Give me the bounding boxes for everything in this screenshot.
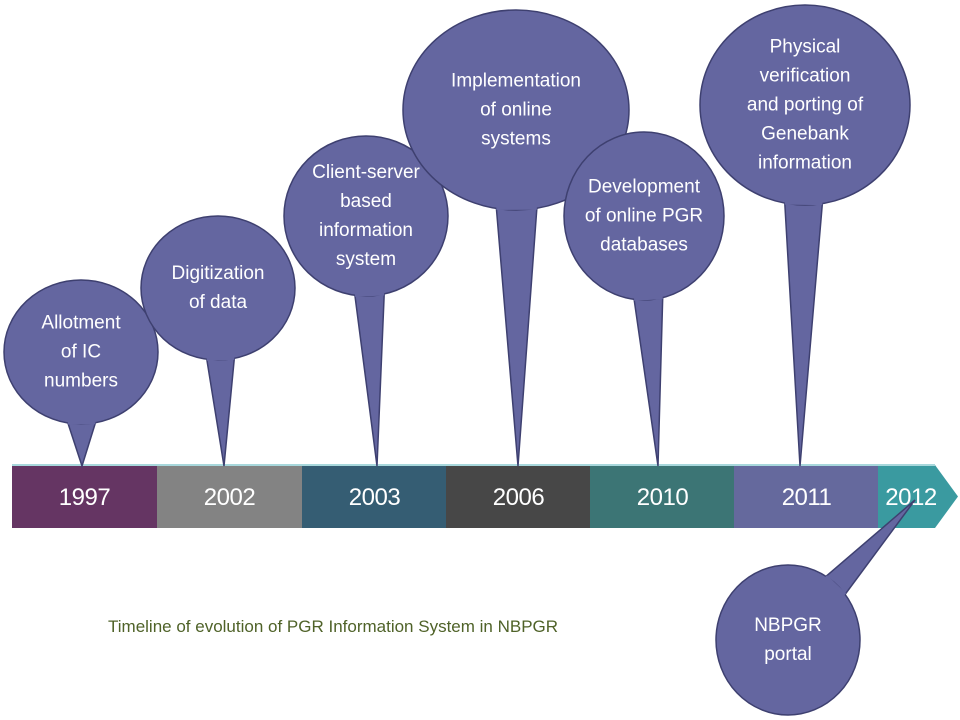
- caption: Timeline of evolution of PGR Information…: [108, 617, 559, 636]
- event-label-line: and porting of: [746, 94, 864, 116]
- event-label-line: NBPGR: [754, 615, 822, 636]
- timeline-segment: [446, 465, 591, 528]
- year-label: 2002: [203, 484, 256, 511]
- year-label: 2012: [885, 484, 937, 511]
- timeline-arrow-segment: [878, 465, 958, 528]
- event-label-line: Client-server: [312, 162, 420, 183]
- callout-tail: [205, 357, 236, 467]
- event-label-line: system: [335, 249, 397, 270]
- year-label: 1997: [58, 484, 111, 511]
- event-label-line: of online: [480, 99, 552, 121]
- year-label: 2003: [348, 484, 401, 511]
- event-label-line: based: [340, 191, 392, 212]
- callout-tail: [66, 421, 97, 469]
- event-label-line: databases: [600, 234, 688, 256]
- event-label-line: Digitization: [171, 263, 265, 284]
- timeline-segment: [12, 465, 157, 528]
- callout-tail: [354, 293, 385, 467]
- callout-joint: [634, 296, 663, 301]
- callout-joint: [206, 356, 235, 361]
- callout-joint: [825, 575, 847, 596]
- event-label-line: information: [318, 220, 413, 241]
- timeline-segment: [157, 465, 302, 528]
- year-label: 2006: [492, 484, 545, 511]
- event-label-line: Allotment: [41, 312, 121, 334]
- event-label: Client-server based information system: [312, 158, 420, 274]
- event-label: Digitization of data: [172, 259, 265, 317]
- event-label-line: of online PGR: [584, 205, 704, 227]
- callout-bubble: [402, 9, 630, 211]
- timeline-segment: [302, 465, 447, 528]
- year-label: 2011: [781, 484, 832, 511]
- event-label-line: of IC: [60, 341, 102, 363]
- year-label: 2010: [636, 484, 689, 511]
- event-label-line: verification: [759, 65, 851, 87]
- event-label-line: Development: [588, 176, 700, 198]
- event-label: NBPGR portal: [754, 611, 822, 669]
- timeline-segment: [734, 465, 879, 528]
- event-label: Physical verification and porting of Geneba…: [747, 33, 863, 178]
- timeline-segment: [590, 465, 735, 528]
- callout-bubble: [715, 564, 861, 716]
- event-label-line: systems: [481, 128, 551, 150]
- event-label: Allotment of IC numbers: [41, 309, 120, 396]
- event-label-line: Implementation: [451, 70, 581, 92]
- callout-tail: [495, 207, 538, 467]
- event-label-line: information: [757, 152, 852, 174]
- callout-tail: [633, 296, 664, 467]
- callout-bubble: [699, 4, 911, 206]
- callout-joint: [354, 292, 385, 297]
- event-label-line: Physical: [769, 36, 841, 58]
- event-label-line: numbers: [44, 370, 118, 392]
- event-label-line: portal: [764, 644, 812, 665]
- event-label-line: Genebank: [761, 123, 849, 145]
- event-label-line: of data: [188, 292, 248, 313]
- event-label: Development of online PGR databases: [585, 173, 703, 260]
- callout-tail: [783, 202, 824, 467]
- event-label: Implementation of online systems: [451, 67, 581, 154]
